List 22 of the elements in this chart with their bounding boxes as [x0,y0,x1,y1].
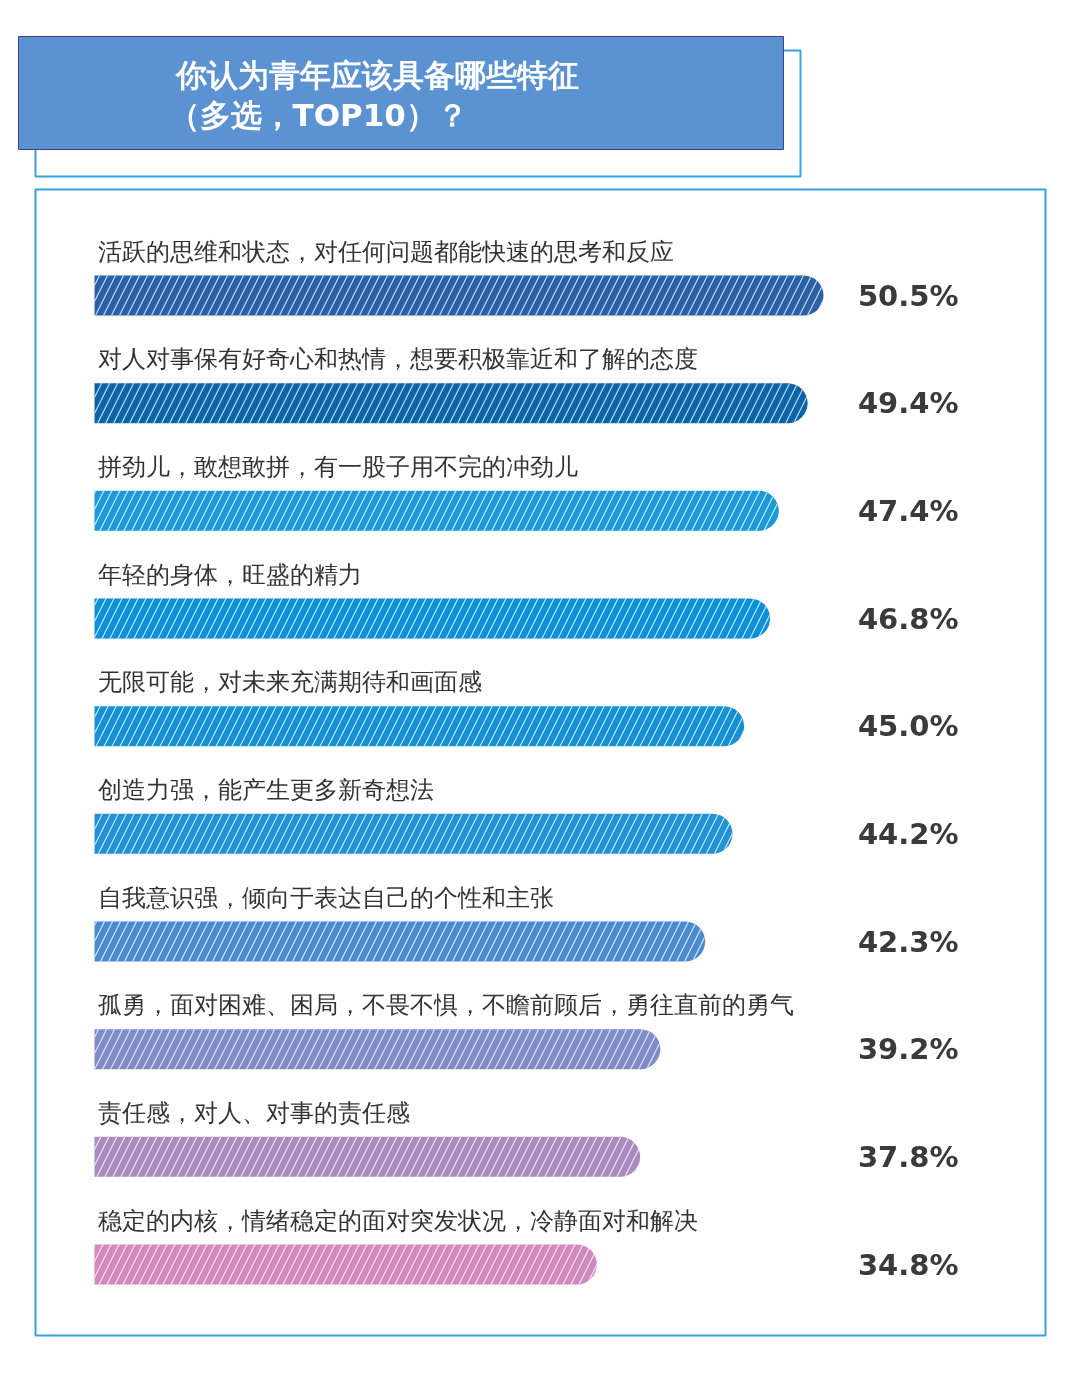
y-tick-label: 孤勇，面对困难、困局，不畏不惧，不瞻前顾后，勇往直前的勇气 [97,991,794,1020]
data-label: 44.2% [857,816,959,851]
y-tick-label: 责任感，对人、对事的责任感 [97,1098,410,1127]
y-tick-label: 拼劲儿，敢想敢拼，有一股子用不完的冲劲儿 [97,452,578,481]
data-label: 42.3% [857,924,959,959]
data-label: 39.2% [857,1032,959,1067]
data-label: 34.8% [857,1247,959,1282]
data-label: 47.4% [857,493,959,528]
data-label: 46.8% [857,601,959,636]
data-label: 49.4% [857,386,959,421]
data-label: 50.5% [857,278,959,313]
data-label: 37.8% [857,1139,959,1174]
y-tick-label: 活跃的思维和状态，对任何问题都能快速的思考和反应 [97,237,674,266]
y-tick-label: 年轻的身体，旺盛的精力 [97,560,362,589]
y-tick-label: 无限可能，对未来充满期待和画面感 [97,668,482,697]
chart-subtitle: （多选，TOP10）？ [168,96,468,133]
data-label: 45.0% [857,709,959,744]
y-tick-label: 稳定的内核，情绪稳定的面对突发状况，冷静面对和解决 [97,1206,698,1235]
y-tick-label: 创造力强，能产生更多新奇想法 [97,775,434,804]
y-tick-label: 自我意识强，倾向于表达自己的个性和主张 [97,883,554,912]
chart-title: 你认为青年应该具备哪些特征 [173,56,579,93]
y-tick-label: 对人对事保有好奇心和热情，想要积极靠近和了解的态度 [97,345,698,374]
